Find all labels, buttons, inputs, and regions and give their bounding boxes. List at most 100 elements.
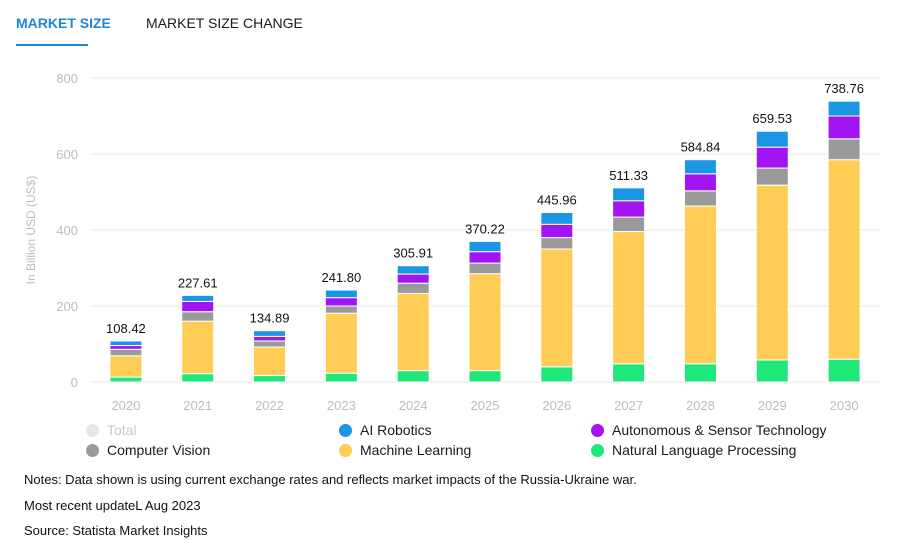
bar-segment xyxy=(612,216,646,233)
bar-segment xyxy=(396,370,430,383)
y-tick-label: 600 xyxy=(56,147,78,162)
bar-segment xyxy=(827,100,861,117)
bar-segment xyxy=(755,130,789,148)
bar-segment xyxy=(468,251,502,264)
total-data-label: 445.96 xyxy=(537,193,577,208)
total-data-label: 227.61 xyxy=(178,275,218,290)
legend-item-nlp[interactable]: Natural Language Processing xyxy=(591,442,796,458)
x-tick-label: 2020 xyxy=(111,398,140,413)
bar-segment xyxy=(540,248,574,368)
total-data-label: 108.42 xyxy=(106,321,146,336)
y-tick-label: 200 xyxy=(56,299,78,314)
bar-segment xyxy=(109,376,143,383)
bar-segment xyxy=(540,212,574,225)
source-text: Source: Statista Market Insights xyxy=(24,523,208,538)
legend-item-total[interactable]: Total xyxy=(86,422,137,438)
legend-label: AI Robotics xyxy=(360,422,432,438)
total-data-label: 305.91 xyxy=(393,246,433,261)
x-tick-label: 2028 xyxy=(686,398,715,413)
total-data-label: 738.76 xyxy=(824,81,864,96)
legend-label: Computer Vision xyxy=(107,442,211,458)
x-tick-label: 2026 xyxy=(542,398,571,413)
chart-legend: Total AI Robotics Autonomous & Sensor Te… xyxy=(0,420,900,464)
legend-dot-icon xyxy=(591,443,604,457)
legend-item-autonomous-sensor[interactable]: Autonomous & Sensor Technology xyxy=(591,422,827,438)
total-data-label: 241.80 xyxy=(321,270,361,285)
notes-text: Notes: Data shown is using current excha… xyxy=(24,472,637,487)
legend-dot-icon xyxy=(86,423,99,437)
bar-segment xyxy=(253,335,287,342)
bar-segment xyxy=(612,363,646,383)
update-date: Most recent updateL Aug 2023 xyxy=(24,497,201,513)
total-data-label: 370.22 xyxy=(465,221,505,236)
legend-dot-icon xyxy=(86,443,99,457)
bar-segment xyxy=(612,187,646,202)
legend-dot-icon xyxy=(339,443,352,457)
bar-segment xyxy=(468,262,502,275)
bar-segment xyxy=(253,340,287,348)
bar-segment xyxy=(396,292,430,372)
total-data-label: 511.33 xyxy=(609,168,648,183)
y-tick-label: 400 xyxy=(56,223,78,238)
x-tick-label: 2025 xyxy=(471,398,500,413)
bar-segment xyxy=(540,366,574,383)
chart-notes: Notes: Data shown is using current excha… xyxy=(24,472,637,549)
legend-label: Machine Learning xyxy=(360,442,472,458)
bar-segment xyxy=(181,294,215,302)
x-tick-label: 2021 xyxy=(183,398,212,413)
total-data-label: 134.89 xyxy=(250,311,290,326)
bar-segment xyxy=(612,231,646,365)
x-tick-label: 2022 xyxy=(255,398,284,413)
x-tick-label: 2030 xyxy=(830,398,859,413)
legend-dot-icon xyxy=(591,423,604,437)
bar-segment xyxy=(109,348,143,357)
tab-bar: MARKET SIZE MARKET SIZE CHANGE xyxy=(0,0,900,50)
bar-segment xyxy=(683,205,717,365)
bar-segment xyxy=(540,223,574,239)
bar-segment xyxy=(109,340,143,347)
bar-segment xyxy=(755,184,789,361)
legend-item-computer-vision[interactable]: Computer Vision xyxy=(86,442,210,458)
bar-segment xyxy=(396,265,430,275)
tab-market-size[interactable]: MARKET SIZE xyxy=(16,15,111,31)
bar-segment xyxy=(827,358,861,383)
bar-segment xyxy=(181,373,215,383)
tab-market-size-change[interactable]: MARKET SIZE CHANGE xyxy=(146,15,303,31)
total-data-label: 584.84 xyxy=(681,140,721,155)
bar-segment xyxy=(683,159,717,175)
y-tick-label: 0 xyxy=(71,375,78,390)
active-tab-indicator xyxy=(16,44,88,46)
legend-item-ai-robotics[interactable]: AI Robotics xyxy=(339,422,432,438)
bar-segment xyxy=(683,190,717,207)
y-axis-label: In Billion USD (US$) xyxy=(24,176,38,285)
legend-label: Total xyxy=(107,422,137,438)
bar-segment xyxy=(324,372,358,383)
legend-item-machine-learning[interactable]: Machine Learning xyxy=(339,442,471,458)
x-tick-label: 2023 xyxy=(327,398,356,413)
bar-segment xyxy=(253,330,287,337)
bar-segment xyxy=(683,173,717,192)
bar-segment xyxy=(253,346,287,377)
bar-segment xyxy=(683,363,717,383)
bar-segment xyxy=(468,370,502,383)
legend-dot-icon xyxy=(339,423,352,437)
legend-label: Autonomous & Sensor Technology xyxy=(612,422,827,438)
bar-segment xyxy=(181,300,215,313)
bar-segment xyxy=(755,359,789,383)
bar-segment xyxy=(468,240,502,253)
bar-segment xyxy=(468,273,502,372)
bar-segment xyxy=(109,355,143,378)
bar-segment xyxy=(181,320,215,375)
bar-segment xyxy=(324,297,358,307)
bar-segment xyxy=(253,375,287,383)
bar-segment xyxy=(181,311,215,322)
x-tick-label: 2029 xyxy=(758,398,787,413)
stacked-bar-chart: 0 200 400 600 800 In Billion USD (US$) 108.42 2… xyxy=(24,71,880,413)
total-data-label: 659.53 xyxy=(752,111,792,126)
bar-segment xyxy=(324,312,358,374)
x-tick-label: 2024 xyxy=(399,398,428,413)
bar-segment xyxy=(109,345,143,350)
bar-segment xyxy=(612,200,646,218)
bar-segment xyxy=(755,146,789,169)
bar-segment xyxy=(827,138,861,161)
